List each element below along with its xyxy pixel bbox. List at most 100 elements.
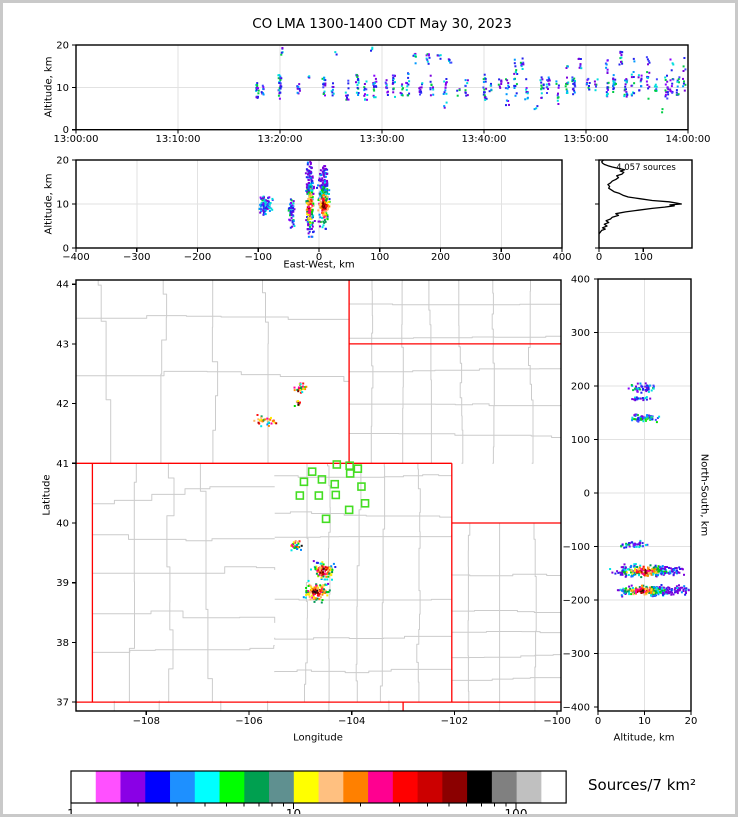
tick-label: −300 (563, 649, 590, 660)
tick-label: 13:30:00 (360, 134, 405, 145)
tick-label: −100 (245, 252, 272, 263)
ew-panel-ylabel: Altitude, km (43, 173, 55, 235)
colorbar-segment (417, 771, 443, 803)
tick-label: 100 (571, 435, 590, 446)
tick-label: 10 (56, 83, 69, 94)
tick-label: −300 (123, 252, 150, 263)
tick-label: 400 (552, 252, 571, 263)
station-marker (330, 479, 340, 489)
map-panel: −108 −106 −104 −102 −100 37 38 39 40 41 42 43 44 (56, 279, 571, 727)
time-panel-ylabel: Altitude, km (43, 56, 55, 118)
colorbar-segment (170, 771, 196, 803)
tick-label: 43 (56, 339, 69, 350)
north-south-panel: 0 10 20 400 300 200 100 0 −100 −200 −300 −400 (563, 275, 698, 728)
tick-label: 0 (63, 125, 69, 136)
tick-label: 40 (56, 519, 69, 530)
tick-label: 44 (56, 280, 69, 291)
station-marker (344, 505, 354, 515)
tick-label: 14:00:00 (666, 134, 711, 145)
tick-label: 200 (431, 252, 450, 263)
colorbar-segment (95, 771, 122, 803)
tick-label: −108 (133, 716, 160, 727)
tick-label: 13:10:00 (156, 134, 201, 145)
station-marker (317, 475, 327, 484)
tick-label: −200 (563, 596, 590, 607)
state-boundaries (76, 280, 561, 711)
tick-label: 400 (571, 275, 590, 286)
tick-label: −106 (235, 716, 262, 727)
map-xlabel: Longitude (293, 732, 343, 744)
county-boundaries (76, 280, 561, 711)
tick-label: 100 (370, 252, 389, 263)
tick-label: 41 (56, 459, 69, 470)
tick-label: 20 (685, 716, 698, 727)
colorbar-segment (318, 771, 344, 803)
colorbar-segment (120, 771, 146, 803)
colorbar-segment (244, 771, 270, 803)
colorbar-segment (442, 771, 468, 803)
station-marker (360, 498, 370, 508)
tick-label: 37 (56, 698, 69, 709)
altitude-histogram-panel: 0 100 (595, 159, 693, 263)
station-marker (299, 477, 309, 487)
colorbar-segment (343, 771, 369, 803)
station-marker (357, 482, 366, 491)
colorbar-segment (541, 771, 567, 803)
tick-label: 10 (286, 807, 301, 817)
station-marker (307, 467, 317, 476)
tick-label: −200 (184, 252, 211, 263)
tick-label: −104 (338, 716, 365, 727)
tick-label: 0 (596, 252, 602, 263)
tick-label: 20 (56, 41, 69, 52)
tick-label: −102 (441, 716, 468, 727)
ew-panel-xlabel: East-West, km (283, 259, 355, 271)
colorbar-segment (269, 771, 295, 803)
east-west-panel: −400 −300 −200 −100 0 100 200 300 400 0 10 20 (56, 156, 571, 264)
tick-label: 100 (634, 252, 653, 263)
colorbar-segment (491, 771, 518, 803)
tick-label: 39 (56, 578, 69, 589)
colorbar-segment (293, 771, 320, 803)
tick-label: 0 (584, 489, 590, 500)
tick-label: 20 (56, 156, 69, 167)
tick-label: −100 (543, 716, 570, 727)
tick-label: 38 (56, 638, 69, 649)
map-sources (253, 382, 337, 604)
tick-label: 200 (571, 382, 590, 393)
tick-label: −400 (62, 252, 89, 263)
tick-label: −100 (563, 542, 590, 553)
tick-label: 13:50:00 (564, 134, 609, 145)
tick-label: 13:00:00 (54, 134, 99, 145)
station-marker (321, 514, 331, 524)
plot-title: CO LMA 1300-1400 CDT May 30, 2023 (252, 16, 512, 32)
tick-label: 13:40:00 (462, 134, 507, 145)
ns-panel-ylabel: North-South, km (698, 453, 710, 537)
colorbar-segment (194, 771, 221, 803)
tick-label: 300 (492, 252, 511, 263)
colorbar-segment (368, 771, 394, 803)
colorbar-segment (392, 771, 419, 803)
colorbar-segment (71, 771, 97, 803)
station-marker (331, 490, 341, 500)
colorbar-segment (219, 771, 245, 803)
station-marker (353, 464, 363, 473)
lma-stations (295, 460, 370, 524)
plot-canvas: 13:00:00 13:10:00 13:20:00 13:30:00 13:40:00… (54, 41, 711, 817)
tick-label: 10 (638, 716, 651, 727)
tick-label: 1 (67, 807, 75, 817)
tick-label: 100 (505, 807, 528, 817)
colorbar-label: Sources/7 km² (588, 776, 697, 794)
tick-label: 0 (63, 244, 69, 255)
tick-label: 0 (595, 716, 601, 727)
station-marker (314, 491, 324, 500)
colorbar-segment (516, 771, 542, 803)
tick-label: 300 (571, 328, 590, 339)
colorbar-segment (145, 771, 171, 803)
tick-label: 0 (316, 252, 322, 263)
tick-label: 10 (56, 200, 69, 211)
station-marker (345, 469, 355, 478)
tick-label: 13:20:00 (258, 134, 303, 145)
colorbar: 1 10 100 (67, 770, 567, 817)
tick-label: −400 (563, 703, 590, 714)
